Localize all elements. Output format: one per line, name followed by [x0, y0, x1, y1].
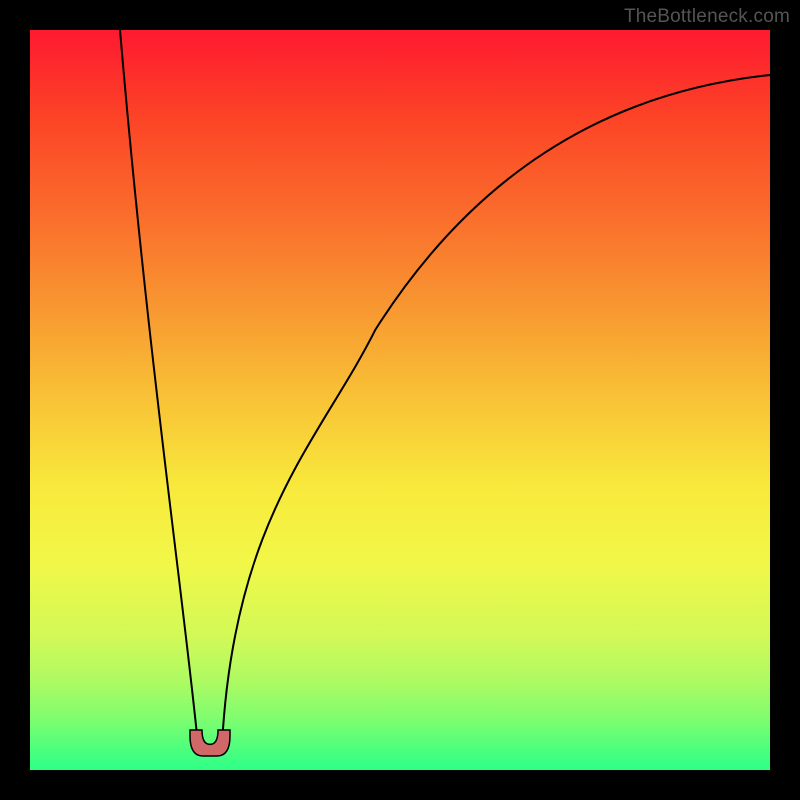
watermark-text: TheBottleneck.com — [624, 6, 790, 28]
bottleneck-chart — [0, 0, 800, 800]
chart-background — [30, 30, 770, 770]
chart-container: TheBottleneck.com — [0, 0, 800, 800]
